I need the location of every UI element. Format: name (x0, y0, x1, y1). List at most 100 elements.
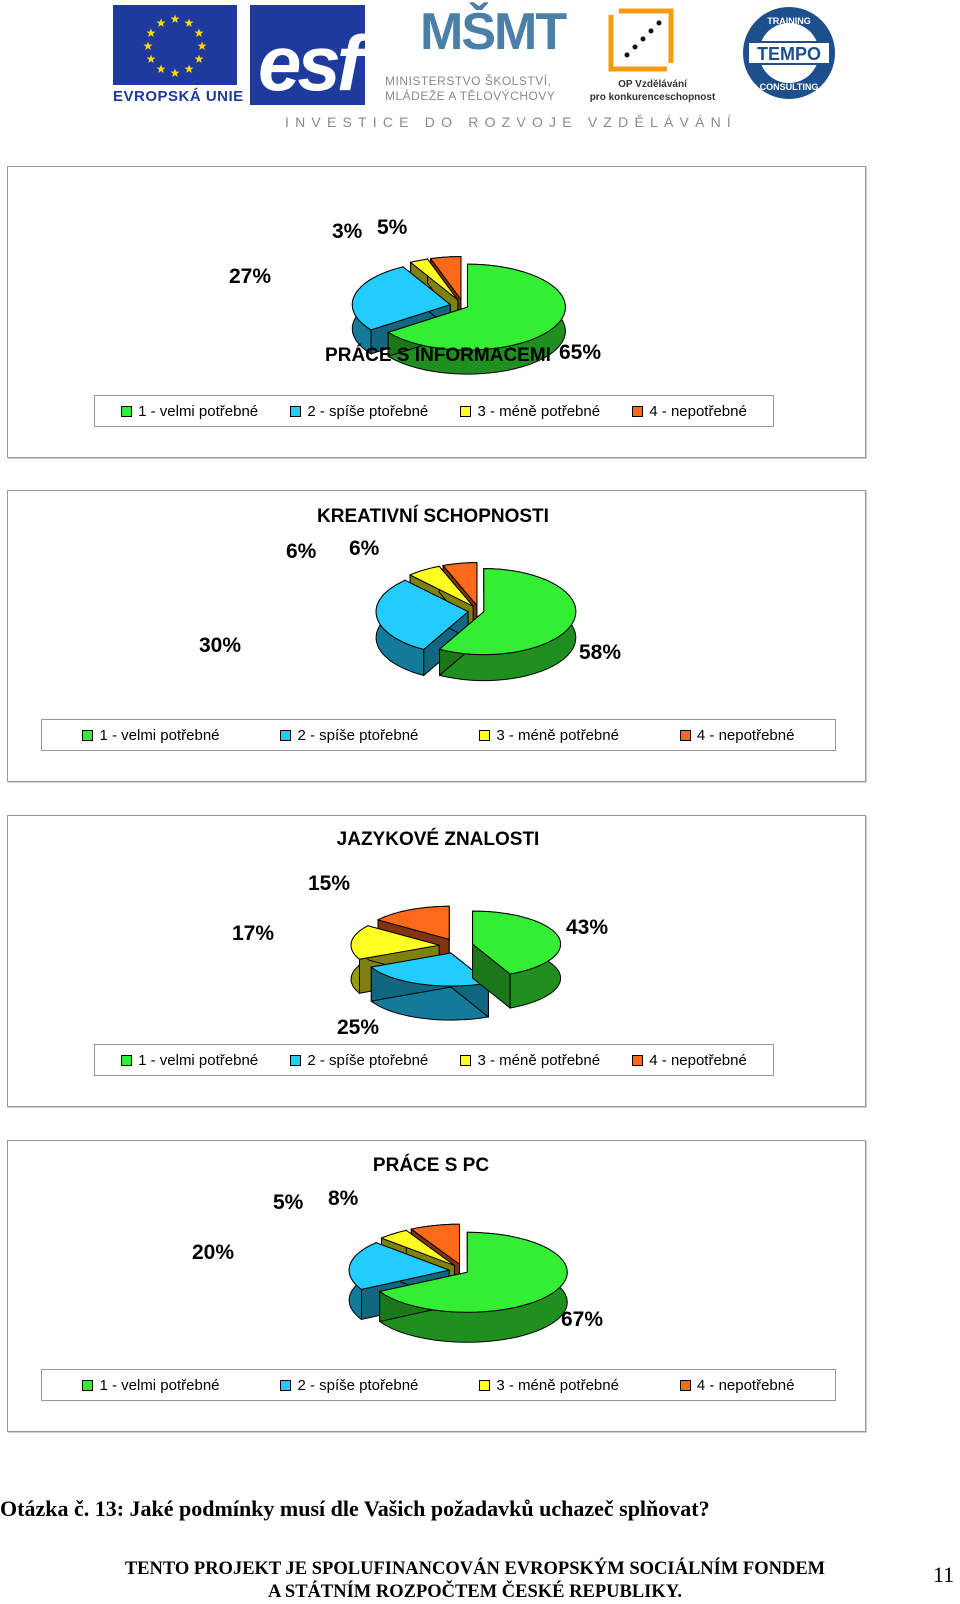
legend-label: 4 - nepotřebné (649, 1051, 747, 1069)
legend-swatch (679, 1379, 691, 1391)
legend-swatch (460, 1054, 472, 1066)
chart-panel-3: JAZYKOVÉ ZNALOSTI 43% 25% 17% 15% 1 - velmi p… (7, 815, 866, 1107)
legend-item-1: 1 - velmi potřebné (82, 1376, 220, 1394)
chart-legend: 1 - velmi potřebné 2 - spíše ptořebné 3 - … (94, 395, 774, 427)
legend-label: 3 - méně potřebné (477, 1051, 601, 1069)
esf-logo: esf (250, 5, 365, 105)
data-label-4: 8% (328, 1187, 359, 1210)
footer-line-2: A STÁTNÍM ROZPOČTEM ČESKÉ REPUBLIKY. (267, 1582, 683, 1602)
pie-slice-1 (386, 263, 566, 375)
footer-line-1: TENTO PROJEKT JE SPOLUFINANCOVÁN EVROPSK… (124, 1559, 826, 1579)
legend-swatch (290, 1054, 302, 1066)
op-line-1: OP Vzdělávání (618, 79, 687, 90)
pie-slice-1 (438, 568, 577, 682)
data-label-3: 17% (232, 922, 275, 945)
legend-label: 4 - nepotřebné (649, 402, 747, 420)
tempo-logo: TEMPO TRAINING CONSULTING (743, 7, 835, 99)
legend-item-1: 1 - velmi potřebné (121, 403, 258, 420)
logo-header: ★ ★ ★ ★ ★ ★ ★ ★ ★ ★ ★ ★ EVROPSKÁ UNIE esf MŠMT M… (0, 0, 960, 140)
legend-swatch (82, 729, 94, 741)
msmt-logo: MŠMT (420, 3, 567, 61)
legend-item-4: 4 - nepotřebné (679, 1376, 795, 1394)
data-label-3: 5% (273, 1191, 304, 1214)
legend-item-3: 3 - méně potřebné (479, 727, 619, 744)
legend-item-3: 3 - méně potřebné (460, 403, 600, 420)
svg-text:★: ★ (156, 16, 167, 30)
msmt-label: MINISTERSTVO ŠKOLSTVÍ, MLÁDEŽE A TĚLOVÝC… (385, 74, 555, 104)
svg-text:★: ★ (194, 52, 205, 66)
legend-swatch (82, 1379, 94, 1391)
data-label-4: 5% (377, 216, 408, 239)
msmt-line-1: MINISTERSTVO ŠKOLSTVÍ, (385, 74, 552, 88)
chart-title: PRÁCE S INFORMACEMI (325, 345, 551, 366)
data-label-2: 30% (199, 634, 242, 657)
legend-swatch (679, 729, 691, 741)
legend-label: 1 - velmi potřebné (99, 1376, 220, 1394)
legend-item-1: 1 - velmi potřebné (121, 1052, 258, 1069)
chart-legend: 1 - velmi potřebné 2 - spíše ptořebné 3 - … (94, 1044, 774, 1076)
legend-label: 1 - velmi potřebné (99, 726, 220, 744)
legend-label: 4 - nepotřebné (696, 1376, 795, 1394)
legend-label: 2 - spíše ptořebné (307, 402, 429, 420)
page-number: 11 (933, 1562, 955, 1587)
legend-item-3: 3 - méně potřebné (460, 1052, 600, 1069)
legend-item-2: 2 - spíše ptořebné (280, 1377, 418, 1394)
svg-text:★: ★ (194, 26, 205, 40)
chart-legend: 1 - velmi potřebné 2 - spíše ptořebné 3 - … (41, 719, 836, 751)
footer-text: TENTO PROJEKT JE SPOLUFINANCOVÁN EVROPSK… (60, 1558, 890, 1604)
tagline: INVESTICE DO ROZVOJE VZDĚLÁVÁNÍ (285, 114, 738, 130)
pie-chart-4 (348, 1223, 568, 1343)
legend-label: 3 - méně potřebné (477, 402, 601, 420)
chart-legend: 1 - velmi potřebné 2 - spíše ptořebné 3 - … (41, 1369, 836, 1401)
pie-chart-2 (375, 562, 577, 682)
legend-label: 3 - méně potřebné (496, 1376, 619, 1394)
op-logo (608, 8, 674, 72)
pie-slice-2 (370, 952, 490, 1021)
legend-label: 1 - velmi potřebné (138, 1051, 259, 1069)
svg-text:★: ★ (184, 16, 195, 30)
tempo-ring-top: TRAINING (767, 16, 811, 26)
legend-label: 2 - spíše ptořebné (297, 1376, 419, 1394)
legend-label: 2 - spíše ptořebné (297, 726, 419, 744)
svg-text:★: ★ (146, 52, 157, 66)
legend-swatch (121, 405, 133, 417)
legend-swatch (280, 1379, 292, 1391)
pie-slice-1 (472, 910, 562, 1010)
chart-title: KREATIVNÍ SCHOPNOSTI (317, 506, 549, 527)
pie-chart-1 (351, 256, 566, 375)
svg-text:★: ★ (184, 62, 195, 76)
legend-label: 2 - spíše ptořebné (307, 1051, 429, 1069)
chart-title: PRÁCE S PC (372, 1155, 490, 1176)
legend-swatch (479, 1379, 491, 1391)
data-label-2: 25% (337, 1016, 380, 1039)
chart-panel-1: PRÁCE S INFORMACEMI 65% 27% 3% 5% 1 - velmi p… (7, 166, 866, 458)
svg-text:★: ★ (197, 39, 208, 53)
svg-text:★: ★ (170, 12, 181, 26)
legend-swatch (632, 405, 644, 417)
legend-item-2: 2 - spíše ptořebné (290, 1052, 428, 1069)
data-label-2: 27% (229, 265, 272, 288)
data-label-3: 6% (286, 540, 317, 563)
svg-text:★: ★ (146, 26, 157, 40)
legend-item-1: 1 - velmi potřebné (82, 726, 220, 744)
msmt-line-2: MLÁDEŽE A TĚLOVÝCHOVY (385, 89, 556, 103)
op-line-2: pro konkurenceschopnost (589, 92, 716, 103)
esf-label: esf (258, 19, 363, 107)
eu-flag-logo: ★ ★ ★ ★ ★ ★ ★ ★ ★ ★ ★ ★ (113, 5, 237, 85)
legend-swatch (479, 729, 491, 741)
chart-panel-4: PRÁCE S PC 67% 20% 5% 8% 1 - velmi potřebné 2 … (7, 1140, 866, 1432)
op-label: OP Vzdělávání pro konkurenceschopnost (585, 78, 720, 104)
tempo-label: TEMPO (757, 44, 821, 64)
legend-item-4: 4 - nepotřebné (632, 403, 747, 420)
svg-text:★: ★ (156, 62, 167, 76)
legend-label: 3 - méně potřebné (496, 726, 619, 744)
eu-label: EVROPSKÁ UNIE (113, 88, 244, 105)
question-heading: Otázka č. 13: Jaké podmínky musí dle Vaš… (0, 1496, 710, 1521)
legend-item-4: 4 - nepotřebné (632, 1052, 747, 1069)
chart-panel-2: KREATIVNÍ SCHOPNOSTI 58% 30% 6% 6% 1 - velmi … (7, 490, 866, 782)
data-label-4: 15% (308, 872, 351, 895)
legend-swatch (460, 405, 472, 417)
legend-item-2: 2 - spíše ptořebné (290, 403, 428, 420)
pie-chart-3 (350, 905, 562, 1021)
legend-label: 1 - velmi potřebné (138, 402, 259, 420)
